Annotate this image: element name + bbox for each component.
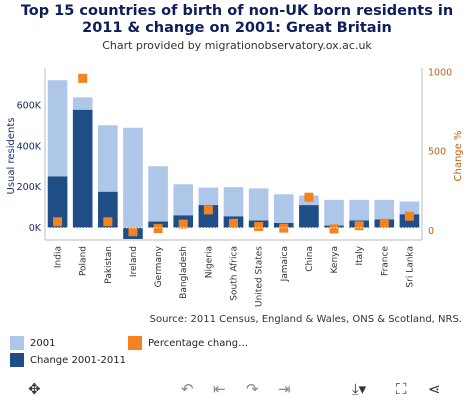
- pct-marker: [404, 211, 414, 221]
- bar-2001: [248, 188, 269, 228]
- pct-marker: [279, 223, 289, 233]
- legend-swatch-change: [10, 353, 24, 367]
- source-note: Source: 2011 Census, England & Wales, ON…: [149, 314, 462, 325]
- bar-change: [47, 176, 68, 228]
- bar-change: [72, 109, 93, 228]
- y-tick-label: 0K: [29, 223, 42, 234]
- legend-item-2001[interactable]: 2001: [10, 336, 55, 350]
- redo-icon[interactable]: ↷: [246, 380, 259, 398]
- pct-marker: [254, 222, 264, 232]
- x-tick-label: Ireland: [129, 246, 139, 277]
- bar-2001: [273, 194, 294, 228]
- pct-marker: [128, 227, 138, 237]
- x-tick-label: Germany: [154, 245, 164, 287]
- pct-marker: [178, 219, 188, 229]
- legend-swatch-2001: [10, 336, 24, 350]
- x-tick-label: Bangladesh: [179, 246, 189, 299]
- legend-item-change[interactable]: Change 2001-2011: [10, 353, 126, 367]
- pct-marker: [203, 205, 213, 215]
- chart-subtitle: Chart provided by migrationobservatory.o…: [102, 39, 372, 52]
- bar-change: [198, 205, 219, 228]
- legend-label-2001: 2001: [30, 337, 56, 349]
- bar-change: [299, 205, 319, 228]
- bar-2001: [123, 127, 143, 228]
- x-tick-label: Poland: [79, 246, 89, 276]
- undo-icon[interactable]: ↶: [181, 380, 194, 398]
- pct-marker: [229, 218, 238, 228]
- pct-marker: [78, 73, 88, 83]
- download-icon[interactable]: ⤓▾: [352, 380, 367, 398]
- pct-marker: [153, 224, 163, 234]
- legend-swatch-percentage: [128, 336, 142, 350]
- move-icon[interactable]: ✥: [28, 380, 41, 398]
- x-tick-label: Italy: [355, 245, 365, 265]
- pct-marker: [379, 218, 389, 228]
- redo-all-icon[interactable]: ⇥: [278, 380, 291, 398]
- pct-marker: [53, 217, 63, 227]
- x-tick-label: India: [54, 246, 64, 268]
- y-axis-title: Usual residents: [6, 118, 17, 195]
- bar-change: [399, 214, 420, 228]
- x-tick-label: Sri Lanka: [405, 246, 415, 288]
- share-icon[interactable]: ⋖: [428, 380, 441, 398]
- x-tick-label: Pakistan: [104, 246, 114, 284]
- x-tick-label: United States: [255, 246, 265, 307]
- y-tick-label: 600K: [17, 100, 42, 111]
- x-tick-label: South Africa: [230, 246, 240, 301]
- undo-all-icon[interactable]: ⇤: [213, 380, 226, 398]
- y-tick-label: 200K: [17, 182, 42, 193]
- y2-tick-label: 1000: [428, 68, 452, 79]
- legend-label-change: Change 2001-2011: [30, 354, 126, 366]
- bar-2001: [148, 166, 168, 228]
- bar-2001: [324, 199, 344, 228]
- y2-axis-title: Change %: [453, 131, 464, 182]
- legend-label-percentage: Percentage chang…: [148, 337, 249, 349]
- x-tick-label: Jamaica: [280, 246, 290, 282]
- pct-marker: [304, 192, 314, 202]
- chart-toolbar: ✥ ↶ ⇤ ↷ ⇥ ⤓▾ ⛶ ⋖: [0, 376, 474, 403]
- plot-group: 0K 200K 400K 600K 0 500 1000 Usual residents Cha…: [6, 68, 464, 307]
- y2-tick-label: 0: [428, 226, 434, 237]
- x-tick-label: Kenya: [330, 246, 340, 274]
- y-tick-label: 400K: [17, 141, 42, 152]
- bar-change: [98, 191, 118, 228]
- pct-marker: [329, 224, 339, 234]
- x-tick-label: France: [380, 246, 390, 276]
- y2-tick-label: 500: [428, 147, 446, 158]
- x-tick-label: China: [305, 246, 315, 272]
- pct-marker: [103, 217, 113, 227]
- chart-title: Top 15 countries of birth of non-UK born…: [20, 3, 454, 36]
- x-tick-label: Nigeria: [204, 246, 214, 278]
- legend-item-percentage[interactable]: Percentage chang…: [128, 336, 248, 350]
- fullscreen-icon[interactable]: ⛶: [396, 380, 407, 398]
- pct-marker: [354, 221, 364, 231]
